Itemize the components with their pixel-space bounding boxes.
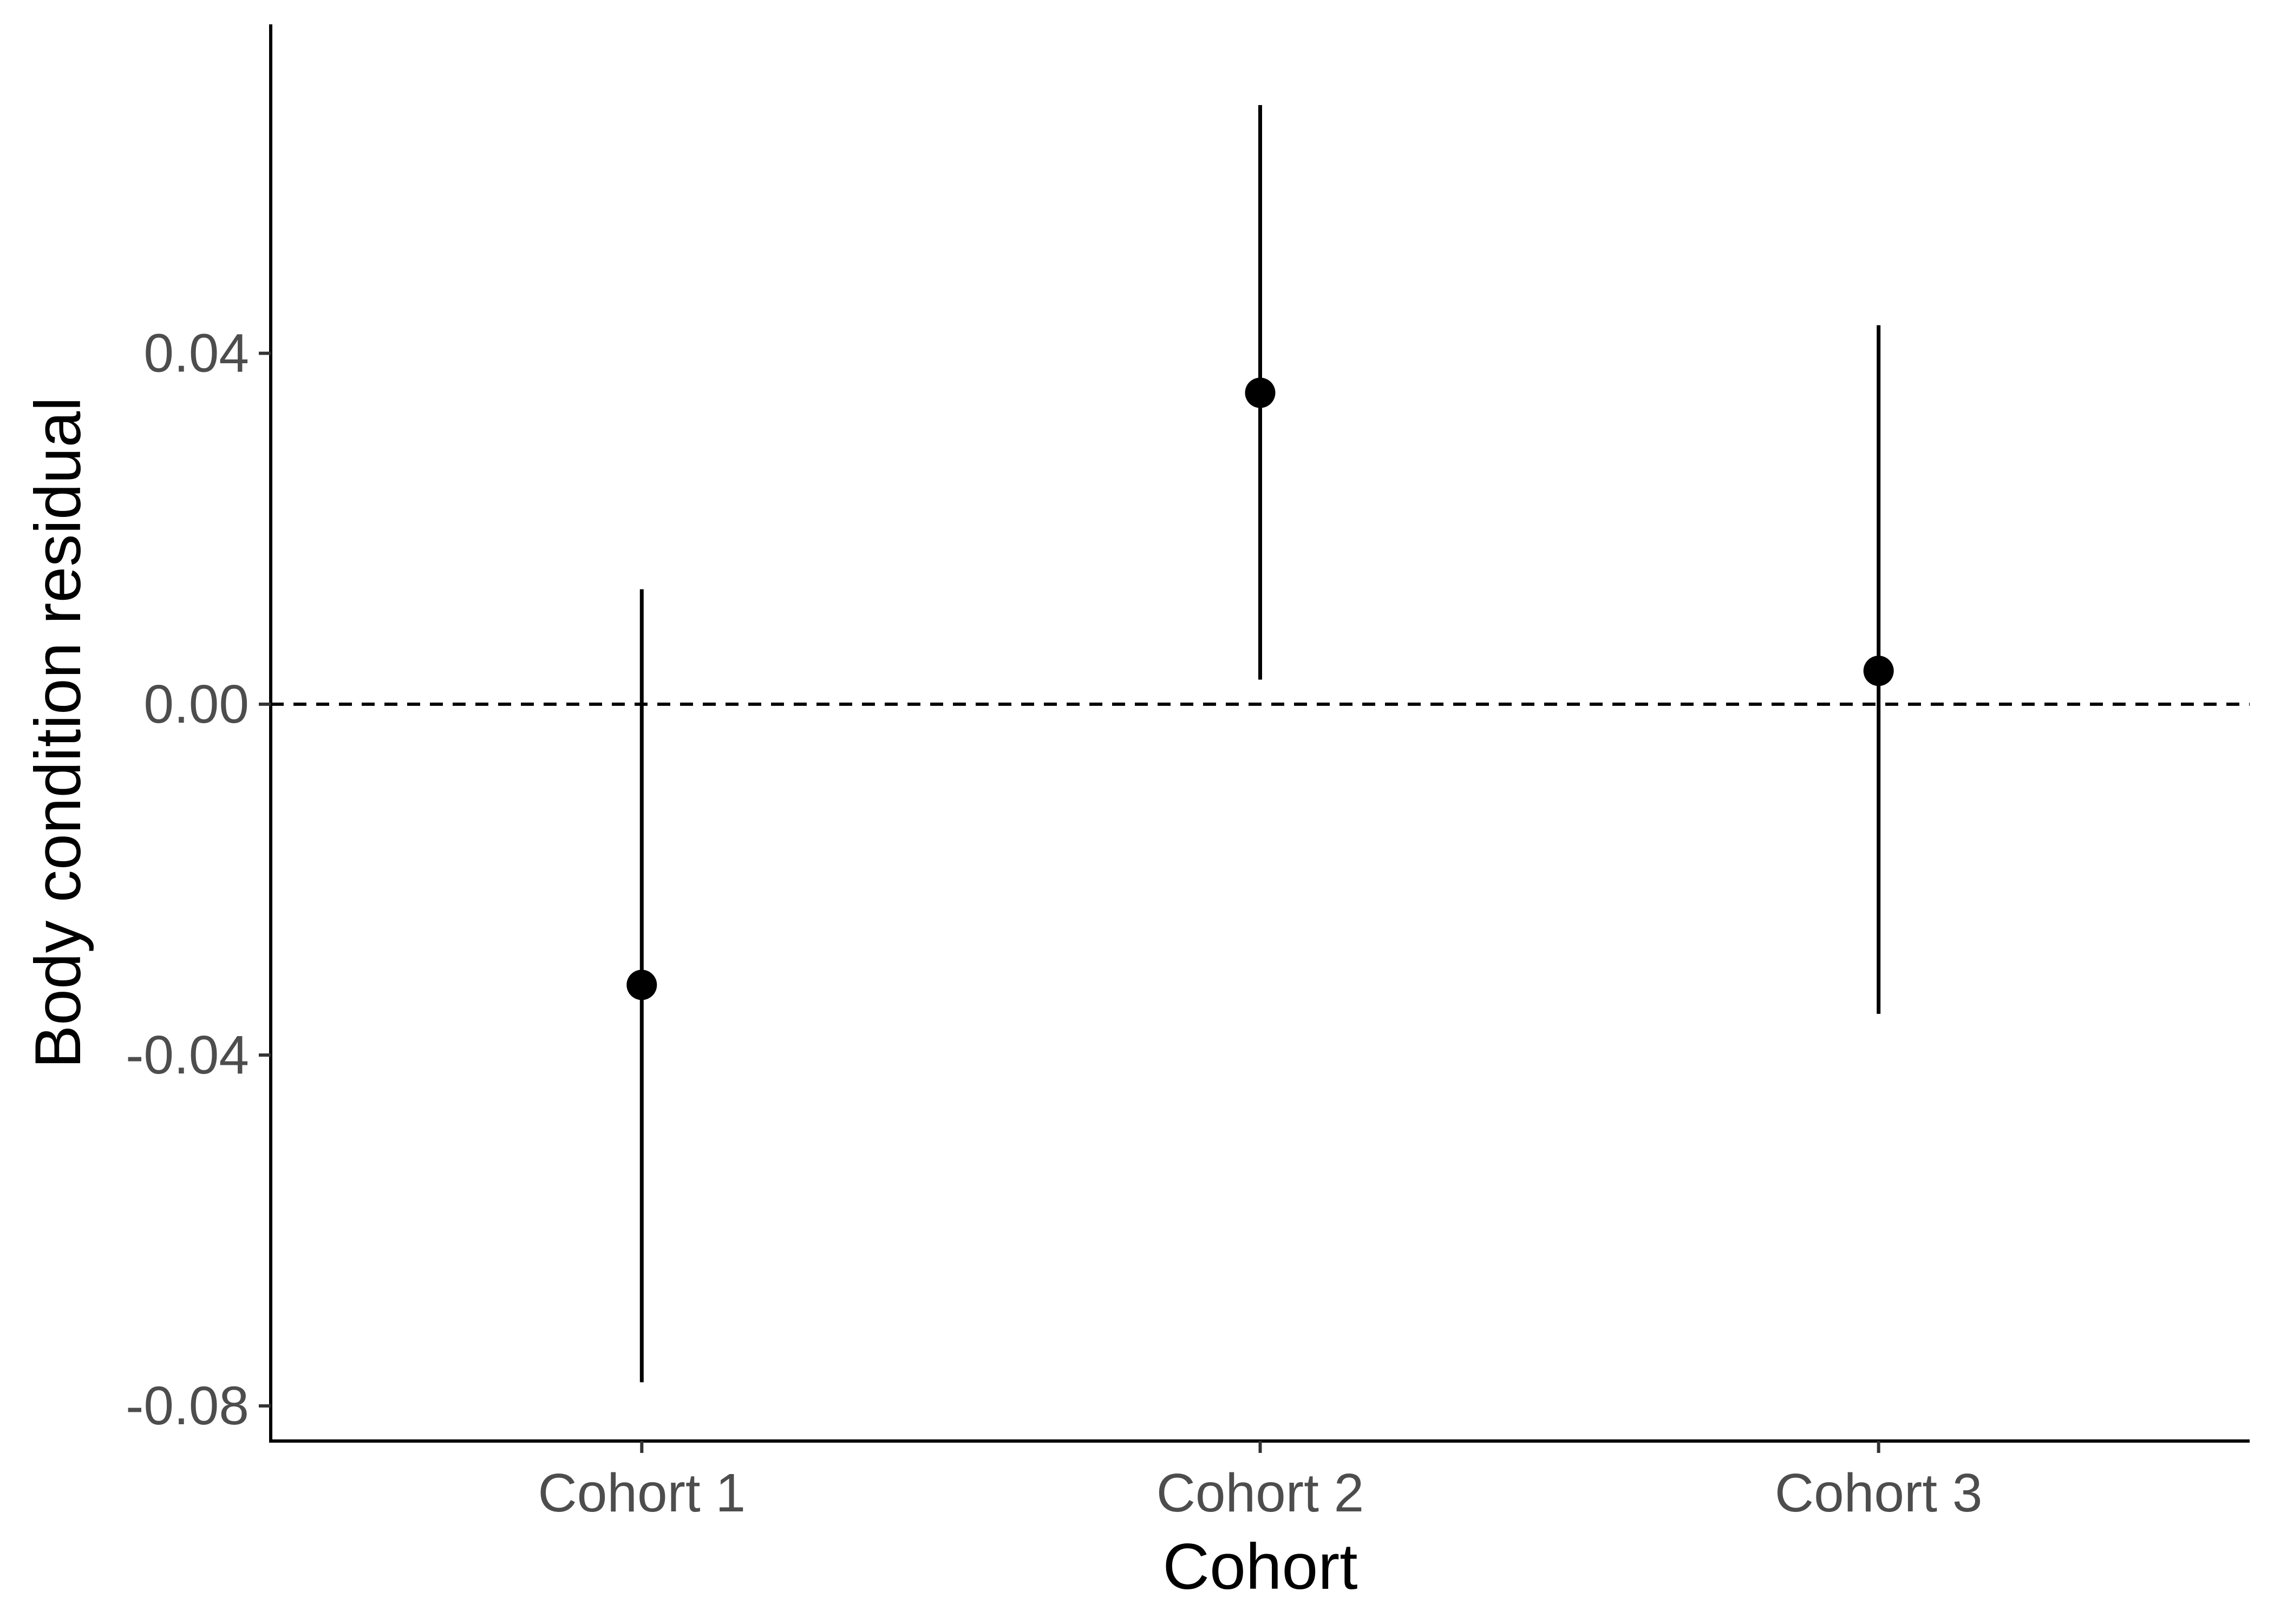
x-axis-ticks: Cohort 1 Cohort 2 Cohort 3 — [538, 1441, 1983, 1523]
data-point — [1863, 656, 1894, 686]
plot-marks — [271, 105, 2250, 1383]
y-tick-label: -0.08 — [126, 1376, 249, 1436]
y-tick-label: 0.04 — [143, 323, 249, 384]
x-tick-label: Cohort 1 — [538, 1463, 746, 1523]
y-tick-label: 0.00 — [143, 674, 249, 735]
y-axis-title: Body condition residual — [22, 397, 94, 1069]
x-tick-label: Cohort 3 — [1775, 1463, 1983, 1523]
y-tick-label: -0.04 — [126, 1025, 249, 1085]
y-axis-ticks: -0.08 -0.04 0.00 0.04 — [126, 323, 271, 1436]
data-point — [626, 970, 657, 1000]
data-point — [1245, 377, 1276, 408]
x-tick-label: Cohort 2 — [1156, 1463, 1364, 1523]
x-axis-title: Cohort — [1162, 1530, 1357, 1603]
